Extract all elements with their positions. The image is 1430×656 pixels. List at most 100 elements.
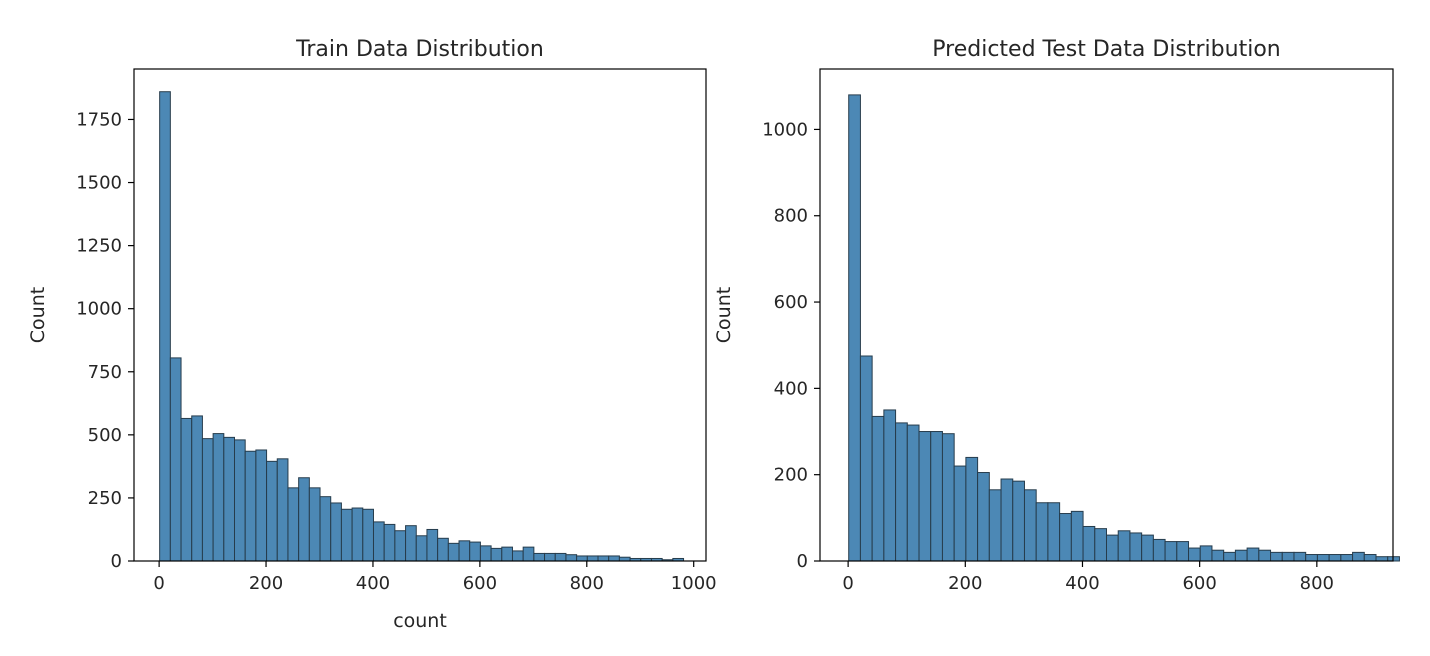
train-histogram-bar <box>501 546 513 562</box>
train-y-tick-label: 750 <box>88 362 122 383</box>
train-y-tick-label: 1500 <box>76 173 122 194</box>
test-y-tick-label: 200 <box>774 465 808 486</box>
test-y-tick-label: 0 <box>797 551 808 572</box>
train-y-tick-label: 0 <box>111 551 122 572</box>
test-y-tick-label: 800 <box>774 206 808 227</box>
train-histogram-bar <box>287 487 300 562</box>
test-histogram-bar <box>1094 528 1108 562</box>
train-histogram-panel: 0 200 400 600 800 1000 0 250 500 750 1000 1250 1500 1… <box>27 37 717 632</box>
test-histogram-bar <box>1023 489 1037 562</box>
train-x-tick-label: 600 <box>463 573 497 594</box>
test-x-tick-label: 400 <box>1065 573 1099 594</box>
test-histogram-bar <box>1188 547 1201 562</box>
train-histogram-bar <box>234 439 246 562</box>
test-histogram-bar <box>1352 551 1365 562</box>
test-histogram-bar <box>1070 510 1084 562</box>
test-histogram-bar <box>1363 554 1377 562</box>
test-histogram-bars <box>848 94 1400 562</box>
train-histogram-bar <box>458 540 471 562</box>
train-histogram-bar <box>169 357 182 562</box>
train-histogram-bar <box>426 528 439 562</box>
test-x-tick-label: 200 <box>948 573 982 594</box>
train-histogram-bar <box>533 552 546 562</box>
train-histogram-bar <box>447 542 460 562</box>
train-histogram-bar <box>212 433 225 562</box>
train-histogram-bar <box>511 550 524 562</box>
test-histogram-bar <box>1012 480 1025 562</box>
train-histogram-bar <box>351 507 364 562</box>
test-histogram-bar <box>1281 551 1295 562</box>
train-histogram-bar <box>554 552 567 562</box>
test-plot-frame <box>819 68 1394 562</box>
test-histogram-bar <box>1152 538 1166 562</box>
train-histogram-bar <box>479 545 492 562</box>
test-y-tick-label: 600 <box>774 292 808 313</box>
test-y-tick-label: 1000 <box>762 119 808 140</box>
train-x-tick-label: 800 <box>570 573 604 594</box>
train-histogram-bar <box>597 555 610 562</box>
train-histogram-bar <box>330 502 342 562</box>
train-x-tick-label: 0 <box>153 573 164 594</box>
train-x-tick-label: 400 <box>356 573 390 594</box>
train-histogram-bar <box>308 487 321 562</box>
test-histogram-bar <box>965 456 979 562</box>
train-y-tick-label: 250 <box>88 488 122 509</box>
test-y-axis-label: Count <box>713 287 735 343</box>
train-histogram-bar <box>201 438 214 562</box>
train-histogram-bar <box>586 555 599 562</box>
test-histogram-panel: 0 200 400 600 800 0 200 400 600 800 1000 Predicted… <box>713 37 1400 594</box>
train-histogram-bar <box>576 555 588 562</box>
test-y-tick-label: 400 <box>774 378 808 399</box>
test-x-tick-label: 600 <box>1182 573 1216 594</box>
test-histogram-bar <box>1106 534 1119 562</box>
test-histogram-bar <box>1375 556 1389 562</box>
train-y-tick-label: 1000 <box>76 299 122 320</box>
train-histogram-bar <box>266 460 278 562</box>
test-histogram-bar <box>895 422 908 562</box>
test-histogram-bar <box>918 431 932 562</box>
train-histogram-bar <box>394 530 407 562</box>
train-x-tick-label: 1000 <box>671 573 717 594</box>
test-x-tick-label: 800 <box>1300 573 1334 594</box>
test-histogram-bar <box>941 433 955 562</box>
test-histogram-bar <box>1305 554 1318 562</box>
test-histogram-bar <box>988 489 1002 562</box>
train-histogram-bars <box>159 91 685 562</box>
test-histogram-bar <box>1047 502 1061 562</box>
train-histogram-bar <box>191 415 203 562</box>
train-histogram-bar <box>180 417 193 562</box>
test-histogram-bar <box>1141 534 1154 562</box>
train-histogram-bar <box>276 458 289 562</box>
train-x-axis-label: count <box>393 610 447 632</box>
test-histogram-bar <box>1164 541 1178 562</box>
test-histogram-bar <box>871 415 885 562</box>
test-histogram-bar <box>1211 549 1225 562</box>
train-histogram-bar <box>565 554 578 562</box>
test-histogram-bar <box>1234 549 1248 562</box>
test-histogram-bar <box>1082 525 1096 562</box>
train-histogram-bar <box>522 546 535 562</box>
train-histogram-ticks: 0 200 400 600 800 1000 0 250 500 750 1000 1250 1500 1… <box>76 109 716 594</box>
test-histogram-bar <box>1270 551 1283 562</box>
test-x-tick-label: 0 <box>842 573 853 594</box>
train-histogram-bar <box>383 523 396 562</box>
train-histogram-bar <box>159 91 171 562</box>
train-histogram-bar <box>319 496 332 562</box>
test-histogram-bar <box>1199 545 1213 562</box>
test-histogram-bar <box>930 431 943 562</box>
test-histogram-bar <box>1340 554 1354 562</box>
train-chart-title: Train Data Distribution <box>295 37 544 62</box>
test-histogram-bar <box>1129 532 1143 562</box>
test-histogram-bar <box>1316 554 1330 562</box>
test-histogram-bar <box>1059 513 1072 562</box>
train-histogram-bar <box>362 508 374 562</box>
train-histogram-bar <box>255 449 268 562</box>
train-histogram-bar <box>469 541 481 562</box>
train-y-tick-label: 1250 <box>76 236 122 257</box>
train-histogram-bar <box>372 521 385 562</box>
test-histogram-bar <box>848 94 861 562</box>
test-histogram-bar <box>1246 547 1260 562</box>
test-histogram-bar <box>883 409 897 562</box>
test-histogram-bar <box>1000 478 1014 562</box>
